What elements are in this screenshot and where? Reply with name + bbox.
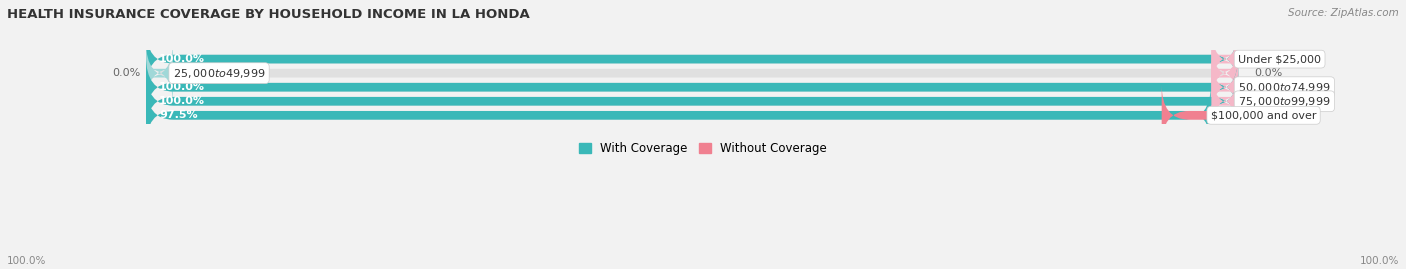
Text: HEALTH INSURANCE COVERAGE BY HOUSEHOLD INCOME IN LA HONDA: HEALTH INSURANCE COVERAGE BY HOUSEHOLD I… <box>7 8 530 21</box>
Text: 0.0%: 0.0% <box>1254 68 1282 78</box>
Text: 100.0%: 100.0% <box>1360 256 1399 266</box>
FancyBboxPatch shape <box>146 70 1239 132</box>
Legend: With Coverage, Without Coverage: With Coverage, Without Coverage <box>574 137 832 160</box>
FancyBboxPatch shape <box>1211 43 1239 104</box>
FancyBboxPatch shape <box>146 28 1239 90</box>
Text: $25,000 to $49,999: $25,000 to $49,999 <box>173 67 266 80</box>
FancyBboxPatch shape <box>145 43 173 104</box>
FancyBboxPatch shape <box>1211 56 1239 118</box>
Text: Source: ZipAtlas.com: Source: ZipAtlas.com <box>1288 8 1399 18</box>
Text: 0.0%: 0.0% <box>112 68 141 78</box>
Text: 100.0%: 100.0% <box>159 96 205 106</box>
FancyBboxPatch shape <box>146 84 1211 146</box>
Text: Under $25,000: Under $25,000 <box>1239 54 1322 64</box>
FancyBboxPatch shape <box>146 84 1239 146</box>
Text: 100.0%: 100.0% <box>159 54 205 64</box>
Text: 100.0%: 100.0% <box>159 82 205 92</box>
Text: 0.0%: 0.0% <box>1254 96 1282 106</box>
FancyBboxPatch shape <box>146 70 1239 132</box>
FancyBboxPatch shape <box>1211 70 1239 132</box>
Text: $50,000 to $74,999: $50,000 to $74,999 <box>1239 81 1330 94</box>
Text: 0.0%: 0.0% <box>1254 54 1282 64</box>
FancyBboxPatch shape <box>146 56 1239 118</box>
Text: 0.0%: 0.0% <box>1254 82 1282 92</box>
FancyBboxPatch shape <box>1211 28 1239 90</box>
FancyBboxPatch shape <box>146 28 1239 90</box>
FancyBboxPatch shape <box>146 56 1239 118</box>
FancyBboxPatch shape <box>1161 84 1239 146</box>
Text: 2.5%: 2.5% <box>1254 110 1282 120</box>
FancyBboxPatch shape <box>146 43 1239 104</box>
Text: $75,000 to $99,999: $75,000 to $99,999 <box>1239 95 1330 108</box>
Text: 100.0%: 100.0% <box>7 256 46 266</box>
Text: 97.5%: 97.5% <box>159 110 198 120</box>
Text: $100,000 and over: $100,000 and over <box>1211 110 1316 120</box>
